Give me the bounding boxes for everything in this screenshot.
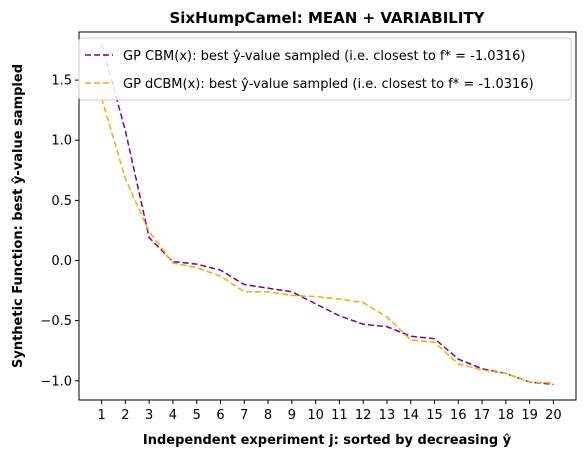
x-tick-label: 3 — [145, 408, 153, 423]
plot-area-frame — [78, 31, 577, 401]
x-tick-label: 10 — [307, 408, 324, 423]
x-tick-label: 11 — [331, 408, 348, 423]
y-tick-label: −0.5 — [40, 314, 72, 329]
x-tick-label: 12 — [355, 408, 372, 423]
series-line-gp-cbm — [100, 43, 554, 386]
y-tick-label: 1.5 — [51, 74, 72, 89]
x-tick-label: 6 — [216, 408, 224, 423]
x-tick-label: 4 — [169, 408, 177, 423]
x-tick-label: 15 — [426, 408, 443, 423]
x-tick-label: 13 — [379, 408, 396, 423]
legend: GP CBM(x): best ŷ-value sampled (i.e. cl… — [78, 37, 572, 101]
chart-title: SixHumpCamel: MEAN + VARIABILITY — [169, 9, 485, 27]
y-tick-label: −1.0 — [40, 374, 72, 389]
x-tick-label: 7 — [240, 408, 248, 423]
series-layer — [100, 43, 554, 386]
x-tick-label: 2 — [121, 408, 129, 423]
legend-box — [78, 37, 572, 101]
x-tick-label: 16 — [450, 408, 467, 423]
y-tick-label: 1.0 — [51, 134, 72, 149]
x-tick-label: 14 — [402, 408, 419, 423]
y-tick-label: 0.0 — [51, 254, 72, 269]
x-axis-label: Independent experiment j: sorted by decr… — [143, 433, 512, 448]
x-tick-label: 19 — [521, 408, 538, 423]
legend-label-gp-cbm: GP CBM(x): best ŷ-value sampled (i.e. cl… — [123, 49, 525, 64]
y-axis-ticks: 1.5 1.0 0.5 0.0 −0.5 −1.0 — [40, 74, 79, 389]
x-tick-label: 1 — [97, 408, 105, 423]
y-tick-label: 0.5 — [51, 194, 72, 209]
x-tick-label: 17 — [474, 408, 491, 423]
x-axis-ticks: 1 2 3 4 5 6 7 8 9 10 11 12 13 14 15 16 17 18 19 20 — [97, 400, 562, 423]
x-tick-label: 5 — [193, 408, 201, 423]
y-axis-label: Synthetic Function: best ŷ-value sampled — [11, 64, 26, 368]
x-tick-label: 20 — [545, 408, 562, 423]
x-tick-label: 9 — [288, 408, 296, 423]
x-tick-label: 8 — [264, 408, 272, 423]
series-line-gp-dcbm — [100, 97, 554, 384]
x-tick-label: 18 — [498, 408, 515, 423]
legend-label-gp-dcbm: GP dCBM(x): best ŷ-value sampled (i.e. c… — [123, 77, 534, 92]
